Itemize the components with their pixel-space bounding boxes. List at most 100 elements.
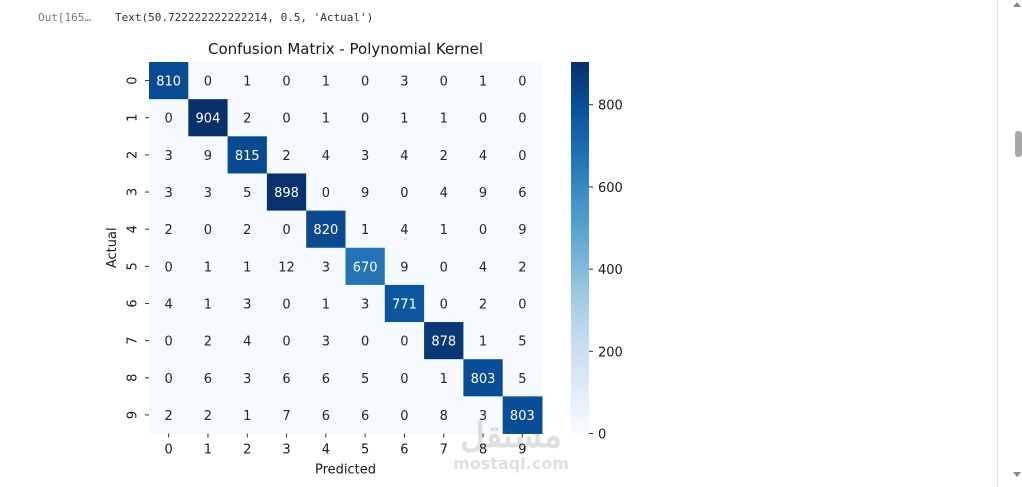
heatmap-cell-0-5 <box>345 62 386 100</box>
heatmap-value-1-0: 0 <box>165 112 173 127</box>
heatmap-cell-7-9 <box>502 322 543 360</box>
heatmap-cell-5-8 <box>463 247 504 286</box>
heatmap-cell-9-9 <box>502 396 543 434</box>
y-tick-label-2: 2 <box>126 151 141 159</box>
heatmap-cell-8-2 <box>227 359 268 397</box>
heatmap-cell-2-2 <box>227 136 268 174</box>
heatmap-cell-9-7 <box>424 396 464 434</box>
heatmap-value-3-4: 0 <box>322 186 330 201</box>
x-tick-label-1: 1 <box>204 443 212 458</box>
heatmap-cell-9-8 <box>463 396 504 434</box>
heatmap-cell-4-3 <box>266 210 307 249</box>
heatmap-value-0-1: 0 <box>204 75 212 90</box>
heatmap-value-4-0: 2 <box>165 223 173 238</box>
heatmap-value-8-3: 6 <box>282 372 290 387</box>
heatmap-cell-2-0 <box>149 136 189 174</box>
heatmap-value-0-5: 0 <box>361 75 369 90</box>
heatmap-cell-2-5 <box>345 136 386 174</box>
y-tick-label-0: 0 <box>126 76 141 84</box>
heatmap-cell-9-5 <box>345 396 386 434</box>
heatmap-cell-1-5 <box>345 99 386 137</box>
heatmap-value-1-3: 0 <box>282 112 290 127</box>
heatmap-cell-2-4 <box>306 136 346 174</box>
heatmap-cell-7-4 <box>306 322 346 360</box>
heatmap-cell-8-8 <box>463 359 504 397</box>
heatmap-cell-0-6 <box>384 62 425 100</box>
heatmap-value-7-3: 0 <box>282 335 290 350</box>
heatmap-cell-9-3 <box>266 396 307 434</box>
heatmap-cell-5-2 <box>227 247 268 286</box>
heatmap-cell-6-9 <box>502 284 543 323</box>
x-tick-label-3: 3 <box>282 443 290 458</box>
scroll-up-arrow-icon[interactable] <box>1013 2 1021 7</box>
heatmap-value-1-1: 904 <box>196 112 221 127</box>
heatmap-cell-4-1 <box>188 210 229 249</box>
heatmap-cell-0-2 <box>227 62 268 100</box>
y-tick-label-3: 3 <box>126 188 141 196</box>
heatmap-value-7-6: 0 <box>400 335 408 350</box>
heatmap-cell-6-3 <box>266 284 307 323</box>
colorbar-tick-label-4: 800 <box>598 99 623 114</box>
heatmap-value-8-2: 3 <box>243 372 251 387</box>
heatmap-value-5-1: 1 <box>204 260 212 275</box>
heatmap-cell-3-0 <box>149 173 189 212</box>
heatmap-value-3-5: 9 <box>361 186 369 201</box>
x-tick-label-4: 4 <box>322 443 330 458</box>
scrollbar-thumb[interactable] <box>1015 131 1022 157</box>
heatmap-cell-0-4 <box>306 62 346 100</box>
heatmap-value-8-7: 1 <box>440 372 448 387</box>
heatmap-value-3-7: 4 <box>440 186 448 201</box>
heatmap-value-3-6: 0 <box>400 186 408 201</box>
heatmap-value-3-8: 9 <box>479 186 487 201</box>
heatmap-cell-3-8 <box>463 173 504 212</box>
heatmap-cell-1-3 <box>266 99 307 137</box>
heatmap-value-2-5: 3 <box>361 149 369 164</box>
heatmap-cell-7-5 <box>345 322 386 360</box>
heatmap-value-4-7: 1 <box>440 223 448 238</box>
heatmap-cell-6-2 <box>227 284 268 323</box>
heatmap-value-4-2: 2 <box>243 223 251 238</box>
heatmap-value-5-3: 12 <box>278 260 295 275</box>
heatmap-value-6-7: 0 <box>440 297 448 312</box>
heatmap-value-9-2: 1 <box>243 409 251 424</box>
heatmap-value-9-8: 3 <box>479 409 487 424</box>
heatmap-cell-0-7 <box>424 62 464 100</box>
colorbar-tick-label-0: 0 <box>598 428 606 443</box>
heatmap-cell-6-8 <box>463 284 504 323</box>
heatmap-cell-6-7 <box>424 284 464 323</box>
heatmap-value-2-7: 2 <box>440 149 448 164</box>
heatmap-cell-1-7 <box>424 99 464 137</box>
heatmap-value-2-2: 815 <box>235 149 260 164</box>
heatmap-cell-4-8 <box>463 210 504 249</box>
heatmap-cell-1-4 <box>306 99 346 137</box>
heatmap-value-0-6: 3 <box>400 75 408 90</box>
y-tick-label-6: 6 <box>126 299 141 307</box>
heatmap-value-0-3: 0 <box>282 75 290 90</box>
heatmap-value-7-9: 5 <box>518 335 526 350</box>
heatmap-cell-2-3 <box>266 136 307 174</box>
heatmap-value-0-0: 810 <box>156 75 181 90</box>
heatmap-cell-0-9 <box>502 62 543 100</box>
heatmap-cell-3-3 <box>266 173 307 212</box>
x-tick-label-6: 6 <box>400 443 408 458</box>
heatmap-value-4-9: 9 <box>518 223 526 238</box>
heatmap-cell-5-5 <box>345 247 386 286</box>
heatmap-value-6-1: 1 <box>204 297 212 312</box>
heatmap-cell-1-0 <box>149 99 189 137</box>
heatmap-cell-5-4 <box>306 247 346 286</box>
y-axis-label: Actual <box>105 227 120 268</box>
heatmap-value-5-2: 1 <box>243 260 251 275</box>
heatmap-cell-7-0 <box>149 322 189 360</box>
heatmap-cell-4-0 <box>149 210 189 249</box>
heatmap-cell-7-7 <box>424 322 464 360</box>
heatmap-cell-4-4 <box>306 210 346 249</box>
x-tick-label-2: 2 <box>243 443 251 458</box>
scroll-down-arrow-icon[interactable] <box>1013 472 1021 477</box>
heatmap-value-7-4: 3 <box>322 335 330 350</box>
heatmap-value-7-7: 878 <box>431 335 456 350</box>
heatmap-value-8-8: 803 <box>471 372 496 387</box>
y-tick-label-4: 4 <box>126 225 141 233</box>
heatmap-value-6-2: 3 <box>243 297 251 312</box>
heatmap-cell-0-8 <box>463 62 504 100</box>
